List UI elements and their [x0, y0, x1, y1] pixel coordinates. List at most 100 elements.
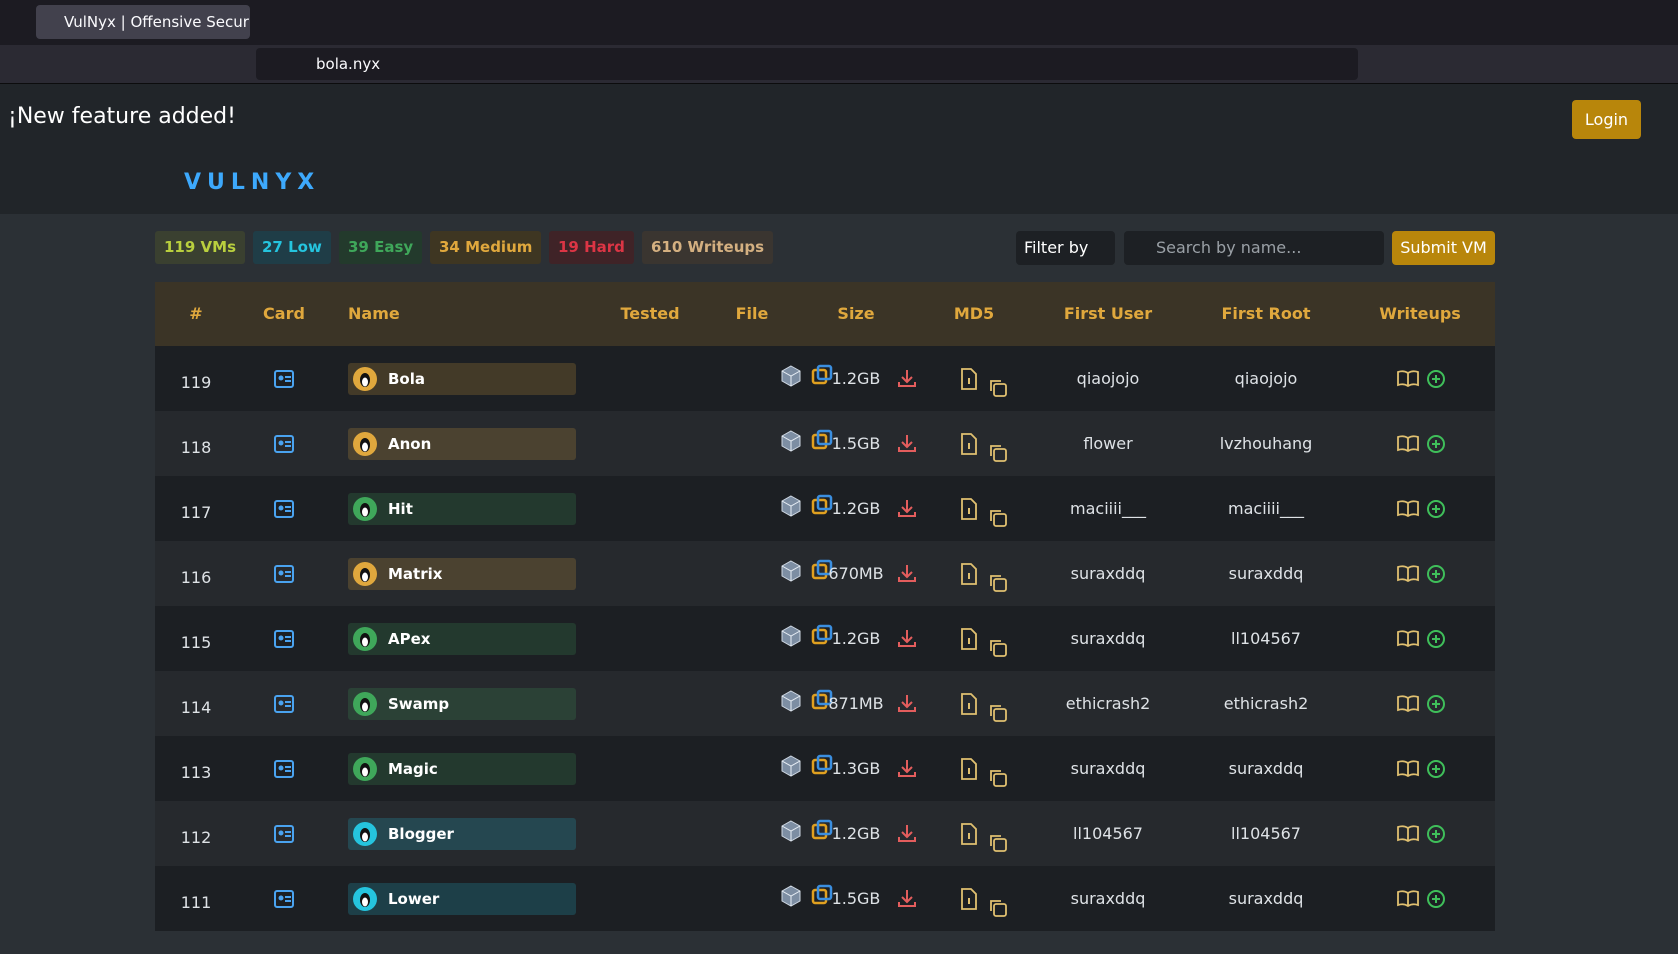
add-writeup-icon[interactable] — [1426, 824, 1446, 848]
writeups-icon[interactable] — [1397, 564, 1419, 586]
vm-id: 117 — [180, 503, 212, 522]
login-button[interactable]: Login — [1572, 100, 1641, 139]
vmware-icon[interactable] — [811, 364, 833, 390]
vmware-icon[interactable] — [811, 884, 833, 910]
stat-badge[interactable]: 34 Medium — [430, 231, 542, 264]
vm-name[interactable]: Matrix — [348, 558, 576, 590]
filter-dropdown[interactable]: Filter by — [1016, 231, 1115, 265]
writeups-icon[interactable] — [1397, 889, 1419, 911]
writeups-icon[interactable] — [1397, 824, 1419, 846]
stat-badge[interactable]: 119 VMs — [155, 231, 245, 264]
writeups-icon[interactable] — [1397, 694, 1419, 716]
copy-icon[interactable] — [988, 833, 1008, 857]
add-writeup-icon[interactable] — [1426, 499, 1446, 523]
virtualbox-icon[interactable] — [780, 494, 802, 522]
browser-tab[interactable]: VulNyx | Offensive Securi — [36, 5, 250, 39]
card-icon[interactable] — [274, 890, 294, 912]
card-icon[interactable] — [274, 760, 294, 782]
md5-icon[interactable] — [960, 433, 978, 459]
md5-icon[interactable] — [960, 498, 978, 524]
add-writeup-icon[interactable] — [1426, 369, 1446, 393]
download-icon[interactable] — [897, 758, 917, 782]
copy-icon[interactable] — [988, 638, 1008, 662]
copy-icon[interactable] — [988, 898, 1008, 922]
md5-icon[interactable] — [960, 823, 978, 849]
add-writeup-icon[interactable] — [1426, 759, 1446, 783]
virtualbox-icon[interactable] — [780, 429, 802, 457]
vm-name[interactable]: Bola — [348, 363, 576, 395]
vmware-icon[interactable] — [811, 494, 833, 520]
copy-icon[interactable] — [988, 768, 1008, 792]
add-writeup-icon[interactable] — [1426, 564, 1446, 588]
vm-name[interactable]: APex — [348, 623, 576, 655]
table-row: 116 Matrix 670MB suraxddq suraxddq — [155, 541, 1495, 606]
download-icon[interactable] — [897, 433, 917, 457]
card-icon[interactable] — [274, 630, 294, 652]
logo[interactable]: VULNYX — [184, 170, 321, 195]
card-icon[interactable] — [274, 500, 294, 522]
virtualbox-icon[interactable] — [780, 884, 802, 912]
card-icon[interactable] — [274, 565, 294, 587]
vm-name[interactable]: Lower — [348, 883, 576, 915]
download-icon[interactable] — [897, 498, 917, 522]
download-icon[interactable] — [897, 563, 917, 587]
download-icon[interactable] — [897, 693, 917, 717]
vmware-icon[interactable] — [811, 689, 833, 715]
virtualbox-icon-glyph — [781, 625, 801, 647]
md5-icon[interactable] — [960, 563, 978, 589]
vm-name[interactable]: Blogger — [348, 818, 576, 850]
download-icon[interactable] — [897, 628, 917, 652]
writeups-icon[interactable] — [1397, 759, 1419, 781]
vm-name[interactable]: Magic — [348, 753, 576, 785]
md5-icon[interactable] — [960, 693, 978, 719]
copy-icon[interactable] — [988, 703, 1008, 727]
virtualbox-icon[interactable] — [780, 689, 802, 717]
add-writeup-icon[interactable] — [1426, 629, 1446, 653]
card-icon[interactable] — [274, 695, 294, 717]
vm-name[interactable]: Anon — [348, 428, 576, 460]
download-icon[interactable] — [897, 888, 917, 912]
md5-icon[interactable] — [960, 628, 978, 654]
virtualbox-icon[interactable] — [780, 754, 802, 782]
vm-name[interactable]: Hit — [348, 493, 576, 525]
writeups-icon[interactable] — [1397, 499, 1419, 521]
md5-icon[interactable] — [960, 888, 978, 914]
virtualbox-icon[interactable] — [780, 819, 802, 847]
stat-badge[interactable]: 19 Hard — [549, 231, 634, 264]
card-icon[interactable] — [274, 825, 294, 847]
stat-badge[interactable]: 27 Low — [253, 231, 331, 264]
submit-button[interactable]: Submit VM — [1392, 231, 1495, 265]
search-input[interactable]: Search by name... — [1124, 231, 1384, 265]
copy-icon[interactable] — [988, 443, 1008, 467]
md5-icon[interactable] — [960, 368, 978, 394]
vmware-icon[interactable] — [811, 429, 833, 455]
vmware-icon[interactable] — [811, 559, 833, 585]
copy-icon[interactable] — [988, 508, 1008, 532]
writeups-icon[interactable] — [1397, 434, 1419, 456]
virtualbox-icon[interactable] — [780, 364, 802, 392]
copy-icon[interactable] — [988, 378, 1008, 402]
writeups-icon-glyph — [1397, 565, 1419, 583]
card-icon[interactable] — [274, 435, 294, 457]
add-writeup-icon[interactable] — [1426, 889, 1446, 913]
writeups-icon[interactable] — [1397, 629, 1419, 651]
stat-badge[interactable]: 39 Easy — [339, 231, 423, 264]
vmware-icon[interactable] — [811, 624, 833, 650]
add-writeup-icon[interactable] — [1426, 694, 1446, 718]
vm-name[interactable]: Swamp — [348, 688, 576, 720]
virtualbox-icon[interactable] — [780, 624, 802, 652]
virtualbox-icon[interactable] — [780, 559, 802, 587]
vm-size: 871MB — [828, 694, 884, 713]
url-bar[interactable]: bola.nyx — [256, 48, 1358, 80]
writeups-icon[interactable] — [1397, 369, 1419, 391]
vmware-icon[interactable] — [811, 754, 833, 780]
stat-badge[interactable]: 610 Writeups — [642, 231, 774, 264]
md5-icon[interactable] — [960, 758, 978, 784]
card-icon[interactable] — [274, 370, 294, 392]
vm-id: 119 — [180, 373, 212, 392]
vmware-icon[interactable] — [811, 819, 833, 845]
download-icon[interactable] — [897, 368, 917, 392]
download-icon[interactable] — [897, 823, 917, 847]
copy-icon[interactable] — [988, 573, 1008, 597]
add-writeup-icon[interactable] — [1426, 434, 1446, 458]
